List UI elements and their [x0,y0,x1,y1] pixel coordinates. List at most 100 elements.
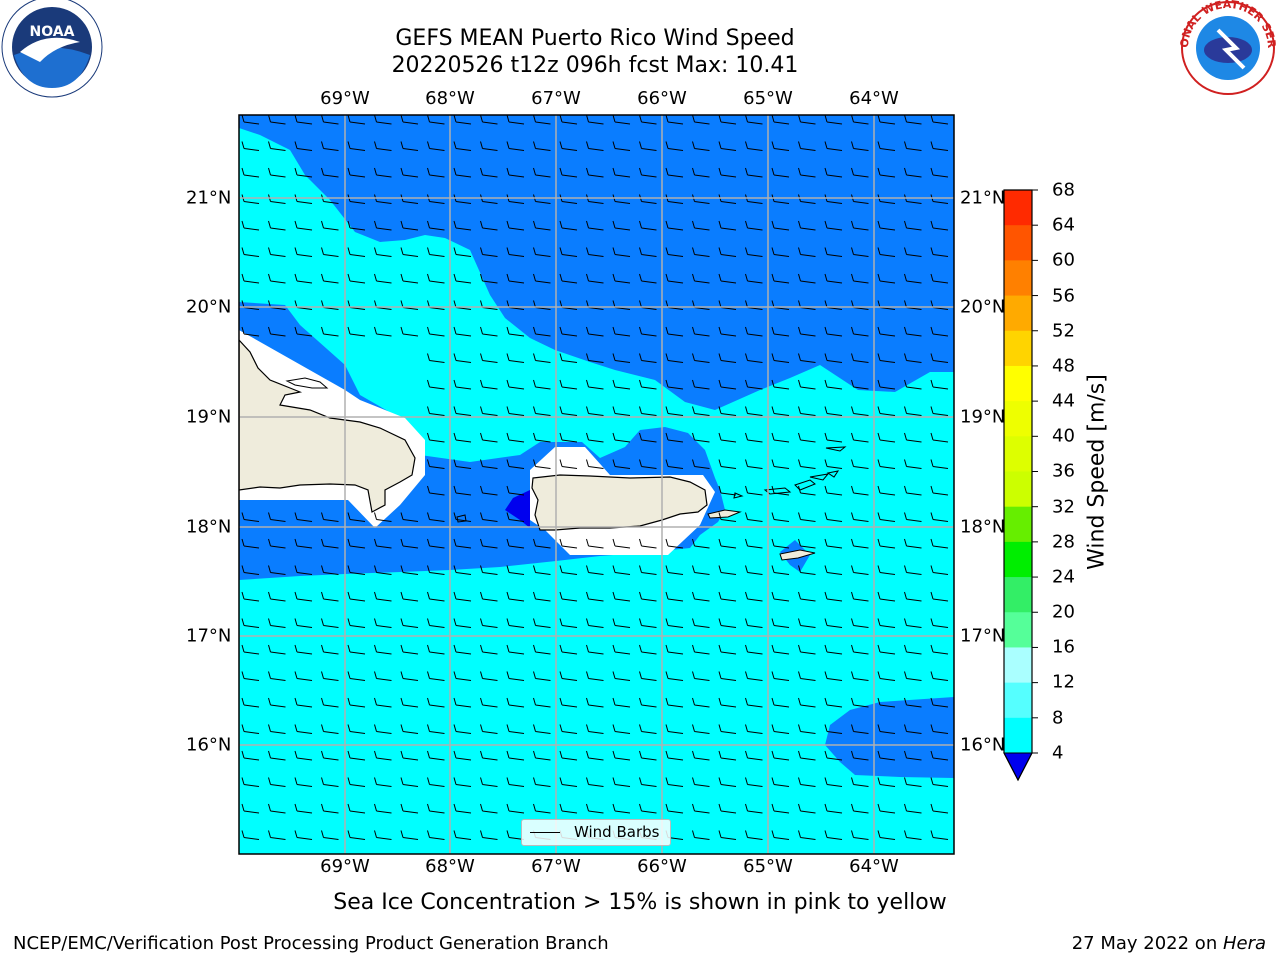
wind-barb [268,115,286,125]
wind-barb [268,141,286,151]
lat-label-right: 20°N [960,296,1006,318]
wind-barb [400,618,419,628]
wind-barb [930,247,949,257]
wind-barb [877,353,896,363]
wind-barb [692,167,710,178]
wind-barb [612,644,631,655]
wind-barb [586,115,604,125]
wind-barb [718,750,737,761]
wind-barb [851,247,869,257]
wind-barb [347,697,366,708]
colorbar-segment [1004,260,1032,297]
wind-barb [586,273,604,284]
wind-barb [268,512,286,522]
wind-barb [506,141,525,151]
wind-barb [400,167,419,178]
wind-barb [347,724,366,734]
wind-barb [771,220,790,231]
wind-barb [692,459,710,469]
wind-barb [798,353,816,363]
wind-barb [586,406,604,416]
wind-barb [718,220,737,231]
wind-barb [798,247,816,257]
wind-barb [851,432,869,443]
wind-barb [824,777,843,787]
wind-barb [692,273,710,284]
wind-barb [241,141,260,151]
wind-barb [798,432,816,443]
wind-barb [453,167,472,178]
wind-barb [745,697,763,708]
wind-barb [639,671,657,681]
land-virgin-islands [733,446,847,499]
wind-barb [321,273,339,284]
wind-barb [480,618,498,628]
wind-barb [427,803,445,814]
wind-barb [400,724,419,734]
land-samana [285,377,329,389]
wind-barb [586,167,604,178]
wind-barb [665,644,684,655]
wind-barb [533,167,551,178]
wind-barb [851,326,869,337]
wind-barb [294,512,313,522]
wind-barb [480,432,498,443]
wind-barb [639,644,657,655]
wind-barb [798,671,816,681]
wind-barb [771,697,790,708]
wind-barb [665,459,684,469]
wind-barb [506,671,525,681]
wind-barb [294,644,313,655]
wind-barb [533,459,551,469]
wind-barb [798,830,816,840]
wind-barb [745,724,763,734]
wind-barb [904,167,922,178]
wind-barb [480,459,498,469]
wind-barb [506,326,525,337]
footer-date-text: 27 May 2022 on [1071,933,1223,954]
colorbar [1003,189,1038,782]
colorbar-label: Wind Speed [m/s] [1084,374,1110,570]
wind-barb [586,247,604,257]
land-hispaniola [239,339,416,513]
wind-barb [374,115,392,125]
wind-barb [321,141,339,151]
wind-barb [294,115,313,125]
wind-barb [798,115,816,125]
wind-barb [745,167,763,178]
wind-barb [665,565,684,575]
lat-label-right: 18°N [960,516,1006,538]
wind-barb [745,803,763,814]
wind-barb [745,115,763,125]
wind-barb [824,724,843,734]
wind-barb [930,750,949,761]
wind-barb [718,697,737,708]
wind-barb [321,512,339,522]
wind-barb [930,512,949,522]
wind-barb [798,591,816,602]
wind-barb [665,141,684,151]
wind-barb [904,591,922,602]
wind-barb [771,538,790,549]
wind-barb [241,777,260,787]
wind-barb [771,167,790,178]
wind-barb [453,485,472,496]
wind-barb [665,803,684,814]
wind-barb [294,830,313,840]
wind-barb [692,830,710,840]
wind-barb [400,591,419,602]
colorbar-tick: 60 [1052,249,1075,271]
wind-barb [930,353,949,363]
wind-barb [586,326,604,337]
wind-barb [612,247,631,257]
wind-barb [930,697,949,708]
wind-barb [453,565,472,575]
wind-barb [639,803,657,814]
wind-barb [692,565,710,575]
lon-label-bottom: 68°W [425,856,475,877]
wind-barb [877,724,896,734]
wind-barb [453,247,472,257]
wind-barb [533,750,551,761]
colorbar-segment [1004,577,1032,613]
wind-barb [745,353,763,363]
